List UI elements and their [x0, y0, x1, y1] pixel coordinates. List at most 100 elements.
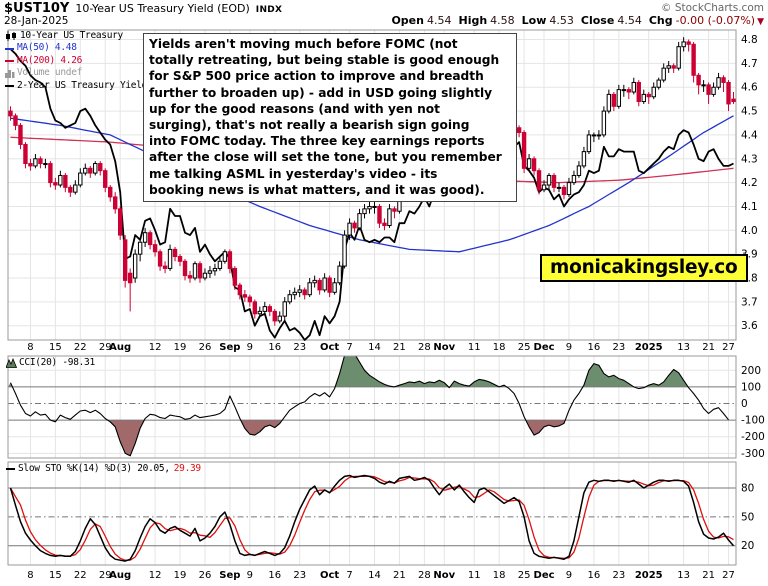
- svg-text:2025: 2025: [635, 570, 663, 581]
- svg-text:Nov: Nov: [433, 570, 455, 581]
- legend-volume-label: Volume undef: [17, 67, 83, 79]
- ohlc-quote-row: Open 4.54 High 4.58 Low 4.53 Close 4.54 Chg -0.00…: [384, 14, 764, 27]
- svg-text:12: 12: [149, 342, 162, 353]
- watermark-badge: monicakingsley.co: [540, 254, 748, 282]
- chart-date: 28-Jan-2025: [4, 15, 69, 27]
- svg-text:22: 22: [74, 342, 87, 353]
- main-legend: 10-Year US Treasury MA(50) 4.48 MA(200) …: [5, 30, 158, 92]
- svg-text:-200: -200: [741, 431, 765, 443]
- svg-text:23: 23: [612, 342, 625, 353]
- line2y-swatch-icon: [5, 84, 14, 87]
- svg-text:100: 100: [741, 381, 761, 393]
- svg-text:25: 25: [518, 342, 531, 353]
- legend-ma200-row: MA(200) 4.26: [5, 55, 158, 67]
- svg-text:14: 14: [368, 342, 381, 353]
- svg-text:28: 28: [418, 342, 431, 353]
- svg-text:16: 16: [588, 570, 601, 581]
- svg-text:4.0: 4.0: [741, 225, 758, 237]
- svg-text:21: 21: [393, 570, 406, 581]
- svg-text:4.4: 4.4: [741, 129, 758, 141]
- svg-text:28: 28: [418, 570, 431, 581]
- svg-text:3.6: 3.6: [741, 320, 758, 332]
- svg-text:Nov: Nov: [433, 342, 455, 353]
- svg-text:3.7: 3.7: [741, 296, 758, 308]
- low-label: Low: [521, 14, 547, 27]
- candlestick-icon: [6, 31, 16, 42]
- svg-text:14: 14: [368, 570, 381, 581]
- svg-text:20: 20: [741, 540, 754, 552]
- svg-text:80: 80: [741, 482, 754, 494]
- legend-2y-row: 2-Year US Treasury Yield (: [5, 80, 158, 92]
- svg-text:26: 26: [199, 342, 212, 353]
- svg-text:4.5: 4.5: [741, 106, 758, 118]
- svg-text:Sep: Sep: [219, 342, 240, 353]
- svg-text:4.2: 4.2: [741, 177, 758, 189]
- cci-panel: 200 100 0 -100 -200 -300: [7, 355, 765, 460]
- svg-text:9: 9: [247, 342, 253, 353]
- sto-d-value: 29.39: [173, 463, 201, 474]
- svg-text:Dec: Dec: [534, 570, 555, 581]
- legend-ma50-row: MA(50) 4.48: [5, 42, 158, 54]
- page-title: 10-Year US Treasury Yield (EOD): [75, 2, 250, 15]
- change-label: Chg: [648, 14, 673, 27]
- source-credit: © StockCharts.com: [661, 2, 764, 14]
- symbol: $UST10Y: [4, 1, 70, 16]
- svg-text:22: 22: [74, 570, 87, 581]
- svg-text:Aug: Aug: [109, 342, 131, 353]
- svg-text:26: 26: [199, 570, 212, 581]
- close-label: Close: [580, 14, 615, 27]
- svg-text:200: 200: [741, 365, 761, 377]
- svg-text:0: 0: [741, 398, 748, 410]
- sto-k-swatch-icon: [6, 467, 15, 470]
- svg-text:15: 15: [49, 342, 62, 353]
- legend-price-label: 10-Year US Treasury: [20, 30, 123, 41]
- svg-text:-100: -100: [741, 415, 765, 427]
- svg-text:Sep: Sep: [219, 570, 240, 581]
- svg-text:50: 50: [741, 511, 754, 523]
- svg-text:Oct: Oct: [320, 342, 339, 353]
- svg-text:7: 7: [346, 342, 352, 353]
- svg-text:16: 16: [268, 570, 281, 581]
- sto-legend-label: Slow STO %K(14) %D(3) 20.05,: [18, 463, 170, 474]
- legend-ma200-label: MA(200) 4.26: [17, 54, 83, 66]
- svg-text:-300: -300: [741, 448, 765, 460]
- change-value: -0.00 (-0.07%): [675, 14, 756, 27]
- svg-text:11: 11: [468, 342, 481, 353]
- svg-text:2025: 2025: [635, 342, 663, 353]
- svg-text:27: 27: [722, 342, 735, 353]
- svg-text:8: 8: [27, 342, 33, 353]
- down-triangle-icon: ▼: [757, 17, 764, 27]
- svg-text:29: 29: [99, 342, 112, 353]
- close-value: 4.54: [617, 14, 642, 27]
- svg-text:8: 8: [27, 570, 33, 581]
- svg-text:7: 7: [346, 570, 352, 581]
- svg-text:9: 9: [566, 342, 572, 353]
- svg-text:4.1: 4.1: [741, 201, 758, 213]
- svg-text:18: 18: [493, 570, 506, 581]
- svg-text:4.3: 4.3: [741, 153, 758, 165]
- svg-text:16: 16: [588, 342, 601, 353]
- svg-text:23: 23: [293, 570, 306, 581]
- svg-text:18: 18: [493, 342, 506, 353]
- svg-text:21: 21: [702, 342, 715, 353]
- ma200-swatch-icon: [5, 59, 14, 62]
- svg-text:25: 25: [518, 570, 531, 581]
- low-value: 4.53: [549, 14, 574, 27]
- sto-legend: Slow STO %K(14) %D(3) 20.05, 29.39: [6, 463, 201, 474]
- svg-text:9: 9: [566, 570, 572, 581]
- svg-text:Dec: Dec: [534, 342, 555, 353]
- svg-text:27: 27: [722, 570, 735, 581]
- svg-text:23: 23: [293, 342, 306, 353]
- svg-text:4.7: 4.7: [741, 58, 758, 70]
- legend-ma50-label: MA(50) 4.48: [17, 42, 77, 54]
- cci-legend-label: CCI(20) -98.31: [19, 357, 95, 368]
- cci-legend: CCI(20) -98.31: [6, 357, 95, 368]
- svg-text:19: 19: [174, 570, 187, 581]
- exchange-label: INDX: [255, 5, 283, 15]
- open-label: Open: [391, 14, 424, 27]
- svg-text:13: 13: [677, 342, 690, 353]
- high-label: High: [458, 14, 488, 27]
- legend-price-row: 10-Year US Treasury: [5, 30, 158, 42]
